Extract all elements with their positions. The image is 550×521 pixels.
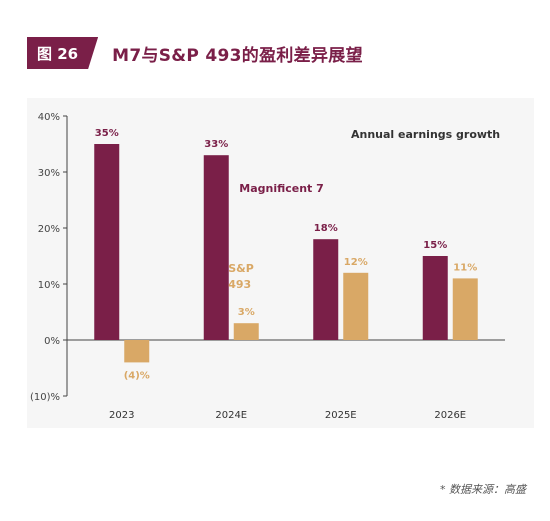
series-label-sp493: 493	[228, 278, 251, 291]
series-label-sp493: S&P	[228, 262, 254, 275]
data-label: 12%	[344, 257, 368, 268]
data-label: (4)%	[124, 370, 150, 381]
data-label: 18%	[314, 223, 338, 234]
figure-title: M7与S&P 493的盈利差异展望	[112, 45, 363, 66]
series-label-magnificent7: Magnificent 7	[239, 182, 324, 195]
x-tick-label: 2023	[109, 410, 134, 421]
y-tick-label: 10%	[38, 280, 60, 291]
source-note: * 数据来源：高盛	[440, 483, 526, 496]
bar-magnificent7	[203, 155, 229, 340]
bar-sp493	[343, 272, 369, 340]
data-label: 33%	[204, 139, 228, 150]
bar-sp493	[452, 278, 478, 340]
bar-sp493	[124, 340, 150, 363]
data-label: 35%	[95, 128, 119, 139]
y-tick-label: (10)%	[30, 392, 60, 403]
y-tick-label: 0%	[44, 336, 60, 347]
y-tick-label: 30%	[38, 168, 60, 179]
x-tick-label: 2025E	[325, 410, 357, 421]
x-tick-label: 2026E	[434, 410, 466, 421]
data-label: 3%	[238, 307, 255, 318]
y-tick-label: 40%	[38, 112, 60, 123]
bar-magnificent7	[422, 256, 448, 340]
data-label: 15%	[423, 240, 447, 251]
chart-title: Annual earnings growth	[351, 128, 500, 141]
figure-header: 图 26 M7与S&P 493的盈利差异展望	[27, 37, 363, 69]
figure-number-tag: 图 26	[27, 37, 98, 69]
bar-magnificent7	[94, 144, 120, 340]
bar-sp493	[233, 323, 259, 340]
x-tick-label: 2024E	[215, 410, 247, 421]
y-tick-label: 20%	[38, 224, 60, 235]
data-label: 11%	[453, 262, 477, 273]
bar-magnificent7	[313, 239, 339, 340]
